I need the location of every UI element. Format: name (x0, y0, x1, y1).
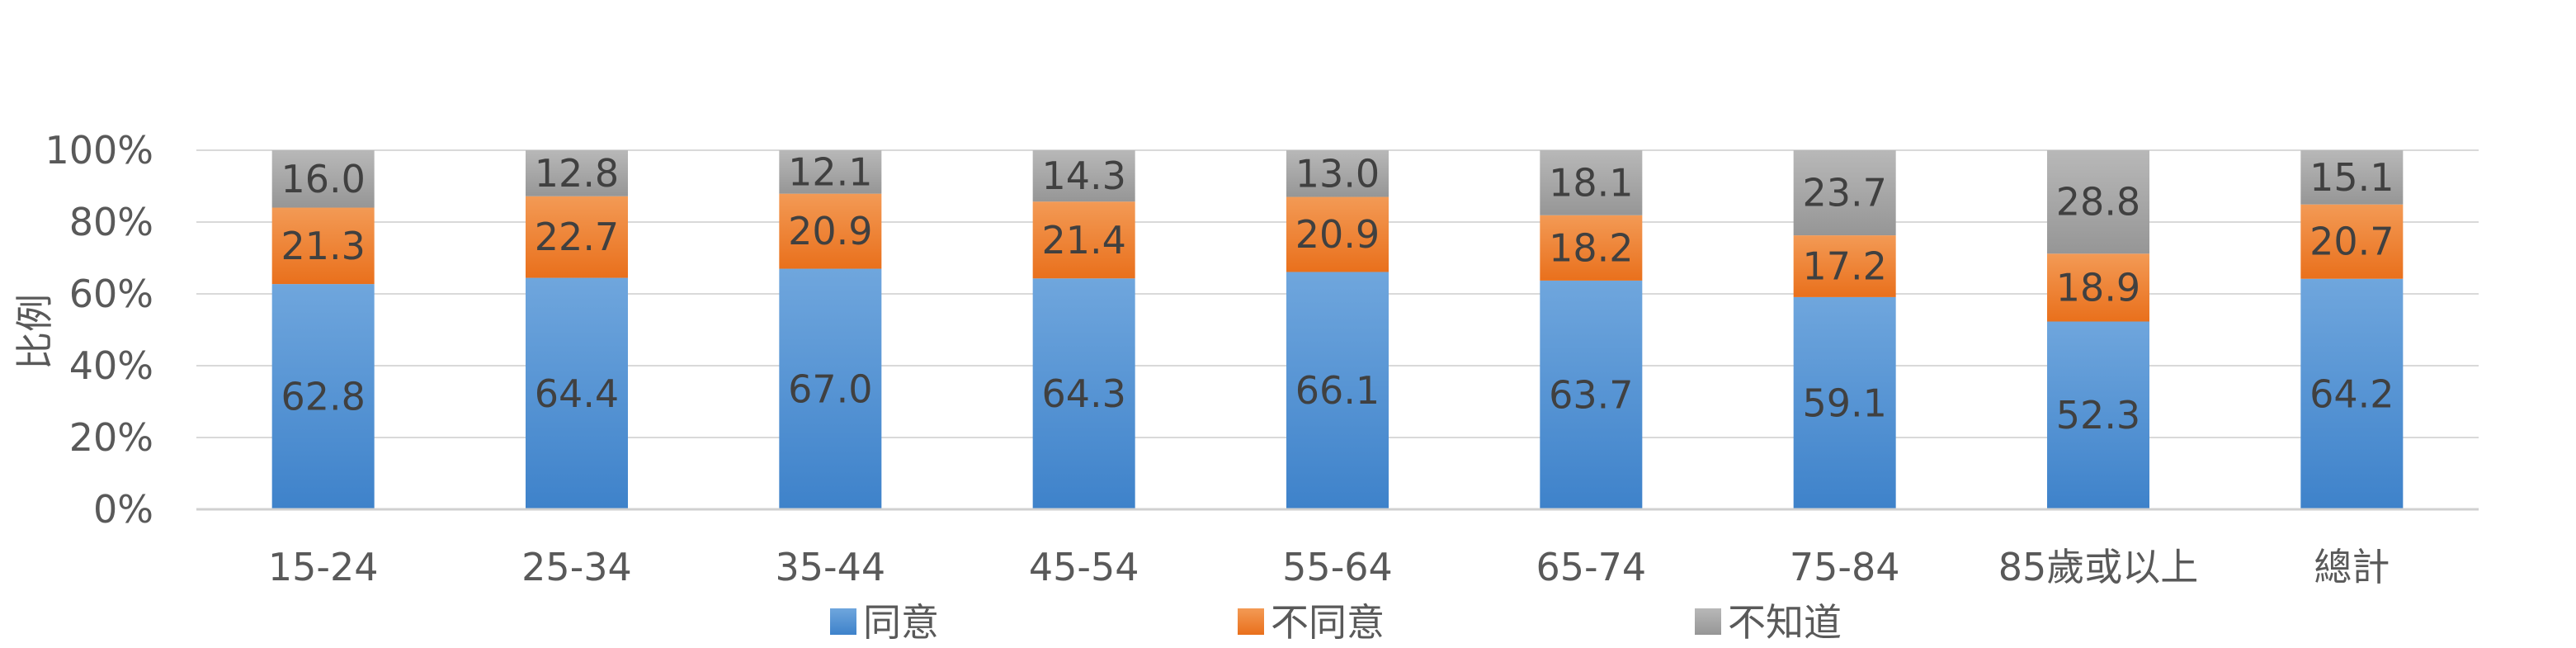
data-labels: 62.8 21.3 16.0 64.4 22.7 12.8 67.0 20.9 12.1 64.3… (281, 149, 2394, 438)
data-label: 12.1 (788, 149, 872, 194)
bar-segment (526, 277, 628, 509)
y-tick-label: 80% (69, 200, 153, 244)
x-category-label: 85歲或以上 (1998, 545, 2199, 589)
bar-segment (271, 284, 375, 509)
bar-segment (526, 196, 628, 278)
bar-segment (271, 207, 375, 285)
data-label: 12.8 (535, 151, 619, 196)
bar-segment (1032, 278, 1135, 509)
bar-segment (271, 150, 375, 208)
bar-segment (2047, 150, 2149, 254)
bar-segment (1032, 150, 1135, 202)
bar-segment (779, 150, 882, 194)
bar-segment (526, 150, 628, 196)
data-label: 18.9 (2056, 265, 2140, 310)
data-label: 23.7 (1802, 171, 1886, 215)
data-label: 18.1 (1549, 160, 1633, 205)
legend-swatch (1695, 608, 1721, 635)
data-label: 15.1 (2309, 155, 2394, 200)
x-category-label: 15-24 (268, 545, 379, 589)
data-label: 64.4 (535, 371, 619, 416)
x-category-label: 35-44 (775, 545, 885, 589)
y-tick-label: 20% (69, 415, 153, 460)
data-label: 20.9 (788, 209, 872, 253)
data-label: 67.0 (788, 367, 872, 411)
data-label: 62.8 (281, 375, 365, 419)
legend-swatch (830, 608, 856, 635)
x-category-label: 55-64 (1282, 545, 1393, 589)
x-category-label: 25-34 (521, 545, 632, 589)
data-label: 17.2 (1802, 244, 1886, 289)
data-label: 52.3 (2056, 393, 2140, 438)
y-tick-label: 100% (45, 128, 153, 173)
data-label: 66.1 (1295, 368, 1380, 413)
data-label: 13.0 (1295, 151, 1380, 196)
data-label: 16.0 (281, 157, 365, 201)
legend-label: 不同意 (1271, 600, 1385, 645)
bar-segment (2047, 253, 2149, 322)
legend-swatch (1238, 608, 1264, 635)
y-tick-label: 60% (69, 272, 153, 316)
bar-segment (1793, 296, 1896, 509)
bar-segment (1286, 150, 1389, 197)
bar-segment (1540, 150, 1643, 215)
legend: 同意 不同意 不知道 (830, 600, 1842, 645)
data-label: 64.2 (2309, 371, 2394, 416)
data-label: 63.7 (1549, 372, 1633, 417)
y-axis-label: 比例 (12, 294, 57, 370)
data-label: 28.8 (2056, 180, 2140, 225)
y-axis-ticks: 0% 20% 40% 60% 80% 100% (45, 128, 153, 532)
bars (271, 150, 2404, 509)
data-label: 20.9 (1295, 212, 1380, 257)
data-label: 18.2 (1549, 225, 1633, 270)
bar-segment (1793, 150, 1896, 236)
x-axis-categories: 15-24 25-34 35-44 45-54 55-64 65-74 75-84 85歲或以… (268, 545, 2390, 589)
bar-segment (2300, 278, 2404, 509)
bar-segment (1032, 201, 1135, 279)
legend-label: 不知道 (1728, 600, 1842, 645)
bar-segment (1540, 215, 1643, 281)
bar-segment (779, 268, 882, 509)
x-category-label: 45-54 (1029, 545, 1139, 589)
data-label: 22.7 (535, 215, 619, 259)
x-category-label: 總計 (2314, 545, 2390, 589)
data-label: 21.3 (281, 224, 365, 268)
bar-segment (2047, 321, 2149, 509)
legend-label: 同意 (863, 600, 939, 645)
data-label: 20.7 (2309, 220, 2394, 264)
data-label: 59.1 (1802, 381, 1886, 425)
bar-segment (1540, 280, 1643, 509)
y-tick-label: 0% (93, 487, 153, 532)
x-category-label: 65-74 (1536, 545, 1646, 589)
bar-segment (2300, 150, 2404, 205)
data-label: 14.3 (1041, 154, 1125, 198)
y-tick-label: 40% (69, 343, 153, 388)
bar-segment (2300, 204, 2404, 279)
data-label: 21.4 (1041, 218, 1125, 263)
bar-segment (1286, 196, 1389, 272)
x-category-label: 75-84 (1790, 545, 1900, 589)
bar-segment (1793, 235, 1896, 297)
bar-segment (1286, 272, 1389, 509)
data-label: 64.3 (1041, 371, 1125, 416)
bar-segment (779, 193, 882, 269)
